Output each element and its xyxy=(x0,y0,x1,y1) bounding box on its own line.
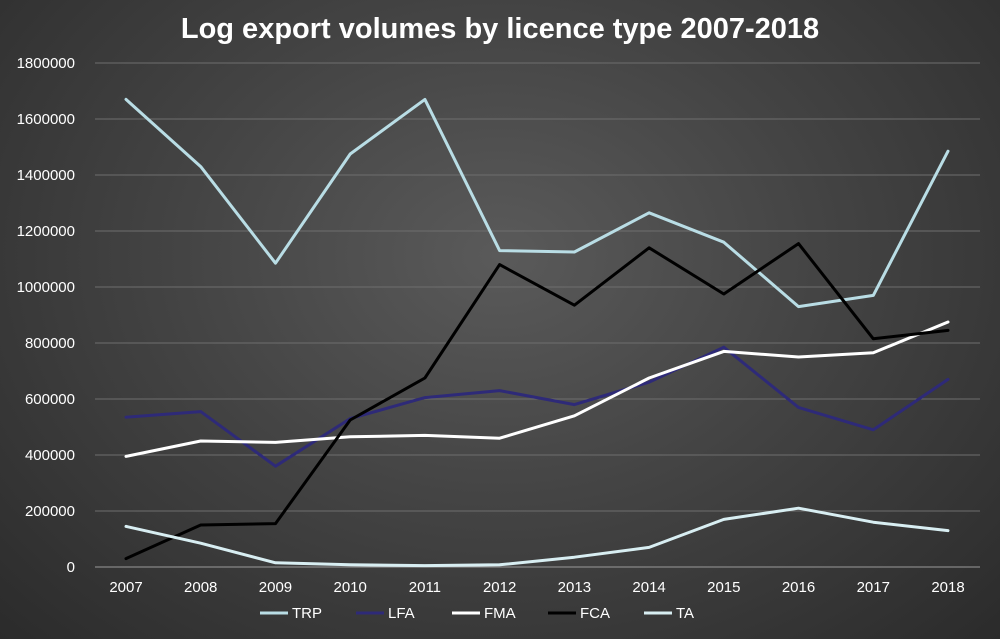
series-line-fma xyxy=(124,320,950,458)
series-line-trp xyxy=(124,97,950,309)
x-tick-label: 2013 xyxy=(558,579,591,596)
x-tick-label: 2014 xyxy=(632,579,665,596)
x-tick-label: 2017 xyxy=(857,579,890,596)
y-axis: 0 200000 400000 600000 800000 1000000 1200000 1… xyxy=(17,55,75,576)
y-tick-label: 600000 xyxy=(25,391,75,408)
y-tick-label: 0 xyxy=(67,559,75,576)
legend-label-fca: FCA xyxy=(580,605,610,622)
y-tick-label: 1200000 xyxy=(17,223,75,240)
series-line-ta xyxy=(124,506,950,568)
y-tick-label: 800000 xyxy=(25,335,75,352)
y-tick-label: 400000 xyxy=(25,447,75,464)
y-tick-label: 1400000 xyxy=(17,167,75,184)
y-tick-label: 200000 xyxy=(25,503,75,520)
x-axis: 2007 2008 2009 2010 2011 2012 2013 2014 2015 2016… xyxy=(109,579,964,596)
x-tick-label: 2008 xyxy=(184,579,217,596)
x-tick-label: 2007 xyxy=(109,579,142,596)
series-layer xyxy=(124,97,950,568)
y-tick-label: 1600000 xyxy=(17,111,75,128)
legend-label-trp: TRP xyxy=(292,605,322,622)
gridlines xyxy=(95,62,980,568)
x-tick-label: 2012 xyxy=(483,579,516,596)
legend-label-fma: FMA xyxy=(484,605,516,622)
x-tick-label: 2009 xyxy=(259,579,292,596)
x-tick-label: 2015 xyxy=(707,579,740,596)
series-line-fca xyxy=(124,242,950,561)
x-tick-label: 2011 xyxy=(409,579,441,596)
chart-title: Log export volumes by licence type 2007-… xyxy=(181,13,819,45)
legend-label-ta: TA xyxy=(676,605,694,622)
legend: TRP LFA FMA FCA TA xyxy=(260,605,694,622)
x-tick-label: 2010 xyxy=(333,579,366,596)
y-tick-label: 1800000 xyxy=(17,55,75,72)
series-line-lfa xyxy=(124,345,950,468)
x-tick-label: 2018 xyxy=(931,579,964,596)
legend-label-lfa: LFA xyxy=(388,605,415,622)
y-tick-label: 1000000 xyxy=(17,279,75,296)
x-tick-label: 2016 xyxy=(782,579,815,596)
